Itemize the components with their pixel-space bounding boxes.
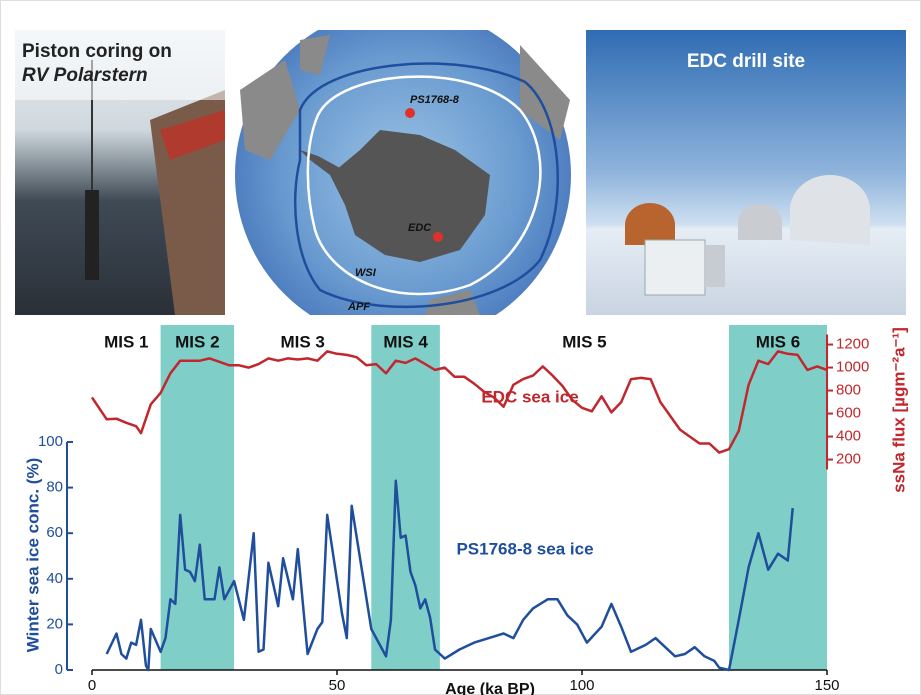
y2-tick-label: 200 <box>836 451 861 468</box>
mis-label: MIS 2 <box>175 332 219 351</box>
x-tick-label: 100 <box>569 677 594 694</box>
mis-label: MIS 3 <box>280 332 324 351</box>
x-tick-label: 50 <box>329 677 346 694</box>
mis-label: MIS 5 <box>562 332 606 351</box>
x-axis-label: Age (ka BP) <box>445 681 535 695</box>
map-label: PS1768-8 <box>410 94 460 106</box>
chart: Age (ka BP) Winter sea ice conc. (%) ssN… <box>23 325 908 695</box>
map-label: APF <box>347 301 370 313</box>
y-axis-label: Winter sea ice conc. (%) <box>23 458 42 652</box>
y2-tick-label: 1000 <box>836 359 869 376</box>
series-label: PS1768-8 sea ice <box>456 539 593 558</box>
y2-tick-label: 1200 <box>836 336 869 353</box>
y-tick-label: 80 <box>46 479 63 496</box>
map-label: WSI <box>355 267 377 279</box>
y2-tick-label: 600 <box>836 405 861 422</box>
mis-band <box>729 325 827 670</box>
mis-label: MIS 1 <box>104 332 148 351</box>
y-tick-label: 20 <box>46 615 63 632</box>
mis-label: MIS 4 <box>383 332 428 351</box>
y-tick-label: 100 <box>38 433 63 450</box>
series-label: EDC sea ice <box>481 387 578 406</box>
photo-left: Piston coring on RV Polarstern <box>15 30 225 315</box>
y-tick-label: 0 <box>55 661 63 678</box>
mis-band <box>160 325 235 670</box>
y2-tick-label: 400 <box>836 428 861 445</box>
photo-title: EDC drill site <box>687 51 805 72</box>
mis-label: MIS 6 <box>756 332 800 351</box>
photo-subtitle: RV Polarstern <box>22 65 148 86</box>
series-line <box>105 479 794 672</box>
x-tick-label: 150 <box>814 677 839 694</box>
map: PS1768-8 EDC WSI APF <box>235 30 571 315</box>
photo-title: Piston coring on <box>22 41 172 62</box>
series-line <box>90 350 828 454</box>
y-tick-label: 60 <box>46 524 63 541</box>
photo-right: EDC drill site <box>586 30 906 315</box>
y2-axis-label: ssNa flux [µgm⁻²a⁻¹] <box>889 327 908 493</box>
y2-tick-label: 800 <box>836 382 861 399</box>
y-tick-label: 40 <box>46 570 63 587</box>
map-label: EDC <box>408 222 432 234</box>
x-tick-label: 0 <box>88 677 96 694</box>
